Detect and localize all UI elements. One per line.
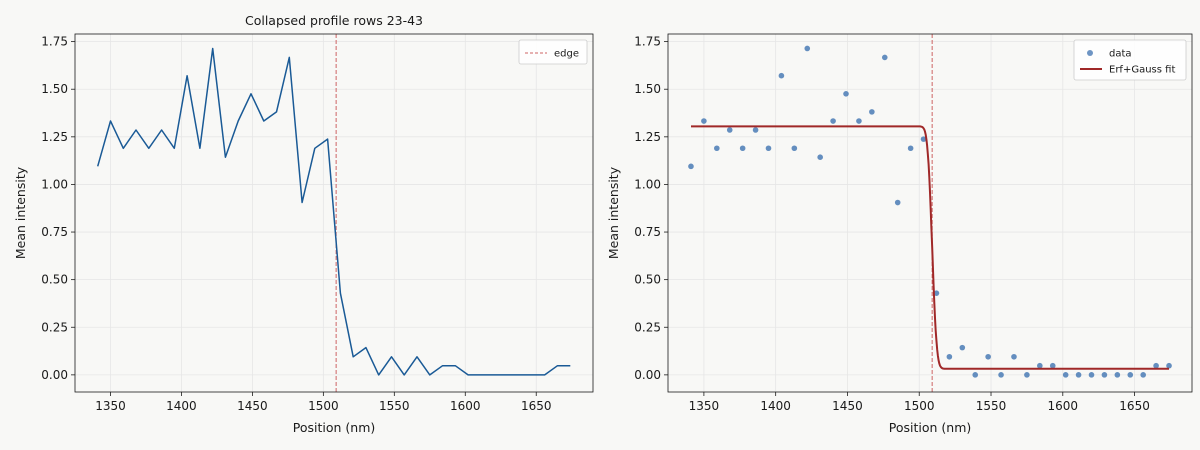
right-x-tick-label: 1400 xyxy=(760,399,791,413)
left-x-tick-label: 1500 xyxy=(308,399,339,413)
right-x-tick-label: 1500 xyxy=(904,399,935,413)
left-y-tick-label: 1.25 xyxy=(41,130,68,144)
right-legend: data Erf+Gauss fit xyxy=(1073,39,1187,81)
left-chart-title: Collapsed profile rows 23-43 xyxy=(245,13,423,28)
data-point xyxy=(1127,372,1134,378)
right-y-axis-label: Mean intensity xyxy=(606,166,621,259)
left-y-axis-label: Mean intensity xyxy=(13,166,28,259)
right-chart-panel: 1350 1400 1450 1500 1550 1600 1650 0.00 0.25 0.50… xyxy=(606,33,1193,435)
data-point xyxy=(804,45,811,52)
right-y-tick-label: 1.50 xyxy=(634,82,661,96)
data-point xyxy=(830,118,836,124)
data-point xyxy=(1088,372,1095,378)
fit-curve xyxy=(691,125,1169,370)
right-x-tick-label: 1550 xyxy=(976,399,1007,413)
left-x-tick-label: 1350 xyxy=(95,399,126,413)
right-y-tick-label: 1.75 xyxy=(634,35,661,49)
right-y-tick-label: 0.75 xyxy=(634,225,661,239)
right-x-tick-label: 1650 xyxy=(1119,399,1150,413)
left-x-axis-label: Position (nm) xyxy=(293,420,376,435)
data-point xyxy=(1166,362,1172,369)
fit-legend-label: Erf+Gauss fit xyxy=(1109,65,1175,76)
data-point xyxy=(920,136,927,142)
data-point xyxy=(1153,362,1159,369)
left-y-tick-label: 1.50 xyxy=(41,82,68,96)
edge-legend-label: edge xyxy=(554,49,579,60)
data-point xyxy=(1114,372,1121,378)
right-y-tick-label: 1.25 xyxy=(634,130,661,144)
data-point xyxy=(752,127,759,133)
left-y-tick-label: 0.00 xyxy=(41,368,68,382)
data-point xyxy=(701,118,707,124)
data-point xyxy=(688,163,694,170)
right-x-tick-label: 1350 xyxy=(689,399,720,413)
data-point xyxy=(933,290,940,296)
data-point xyxy=(817,154,823,161)
left-legend: edge xyxy=(518,39,588,65)
data-point xyxy=(856,118,862,124)
data-point xyxy=(946,353,953,360)
right-x-tick-label: 1450 xyxy=(832,399,863,413)
right-x-axis-label: Position (nm) xyxy=(889,420,972,435)
data-point xyxy=(985,353,991,360)
data-point xyxy=(1037,362,1043,369)
left-x-tick-label: 1550 xyxy=(379,399,410,413)
data-point xyxy=(791,145,798,152)
data-point xyxy=(1062,372,1069,378)
data-point xyxy=(778,72,785,79)
data-point xyxy=(998,372,1004,378)
data-point xyxy=(972,372,979,378)
data-point xyxy=(869,109,875,115)
right-y-tick-label: 0.50 xyxy=(634,273,661,287)
left-y-tick-label: 1.00 xyxy=(41,177,68,191)
data-point xyxy=(1140,372,1146,378)
data-point xyxy=(894,199,901,206)
right-y-tick-label: 1.00 xyxy=(634,177,661,191)
left-plot-frame xyxy=(74,33,594,393)
left-y-tick-label: 0.75 xyxy=(41,225,68,239)
data-legend-label: data xyxy=(1109,49,1132,60)
right-y-tick-label: 0.25 xyxy=(634,320,661,334)
data-point xyxy=(959,344,966,351)
data-legend-swatch xyxy=(1087,50,1093,56)
data-point xyxy=(1049,362,1056,369)
left-y-tick-label: 0.25 xyxy=(41,320,68,334)
left-legend-box xyxy=(518,39,588,65)
data-point xyxy=(739,145,746,152)
data-point xyxy=(1101,372,1108,378)
data-point xyxy=(765,145,772,152)
data-point xyxy=(881,54,888,61)
left-x-tick-label: 1600 xyxy=(450,399,481,413)
left-x-tick-label: 1650 xyxy=(521,399,552,413)
data-point xyxy=(714,145,720,152)
data-point xyxy=(1075,372,1082,378)
left-x-tick-label: 1450 xyxy=(237,399,268,413)
data-point xyxy=(726,127,733,133)
left-y-tick-label: 1.75 xyxy=(41,35,68,49)
right-plot-frame xyxy=(667,33,1193,393)
left-chart-panel: 1350 1400 1450 1500 1550 1600 1650 0.00 0.25 0.50… xyxy=(13,13,594,435)
data-point xyxy=(907,145,914,152)
data-point xyxy=(1024,372,1030,378)
left-y-tick-label: 0.50 xyxy=(41,273,68,287)
data-point xyxy=(1011,353,1017,360)
right-y-tick-label: 0.00 xyxy=(634,368,661,382)
data-point xyxy=(843,90,849,97)
profile-line xyxy=(96,47,571,376)
left-x-tick-label: 1400 xyxy=(166,399,197,413)
right-x-tick-label: 1600 xyxy=(1048,399,1079,413)
